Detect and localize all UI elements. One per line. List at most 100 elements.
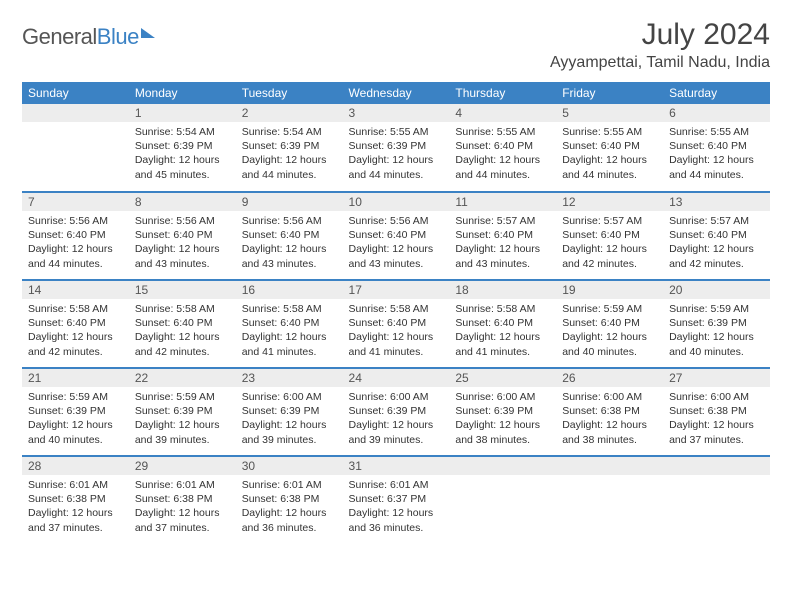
day-details: Sunrise: 5:57 AMSunset: 6:40 PMDaylight:… <box>449 211 556 275</box>
sunset-text: Sunset: 6:40 PM <box>562 228 657 242</box>
day-details: Sunrise: 5:54 AMSunset: 6:39 PMDaylight:… <box>236 122 343 186</box>
sunset-text: Sunset: 6:40 PM <box>349 316 444 330</box>
day-number <box>663 457 770 475</box>
daylight-text: Daylight: 12 hours and 38 minutes. <box>562 418 657 446</box>
day-details: Sunrise: 6:00 AMSunset: 6:38 PMDaylight:… <box>663 387 770 451</box>
calendar-cell: 27Sunrise: 6:00 AMSunset: 6:38 PMDayligh… <box>663 368 770 456</box>
calendar-cell <box>22 104 129 192</box>
daylight-text: Daylight: 12 hours and 43 minutes. <box>349 242 444 270</box>
title-block: July 2024 Ayyampettai, Tamil Nadu, India <box>550 18 770 72</box>
day-details: Sunrise: 5:55 AMSunset: 6:40 PMDaylight:… <box>556 122 663 186</box>
day-details: Sunrise: 5:56 AMSunset: 6:40 PMDaylight:… <box>129 211 236 275</box>
calendar-week-row: 21Sunrise: 5:59 AMSunset: 6:39 PMDayligh… <box>22 368 770 456</box>
sunset-text: Sunset: 6:40 PM <box>135 316 230 330</box>
sunrise-text: Sunrise: 5:58 AM <box>455 302 550 316</box>
calendar-cell: 1Sunrise: 5:54 AMSunset: 6:39 PMDaylight… <box>129 104 236 192</box>
calendar-cell: 2Sunrise: 5:54 AMSunset: 6:39 PMDaylight… <box>236 104 343 192</box>
sunset-text: Sunset: 6:40 PM <box>669 139 764 153</box>
day-details: Sunrise: 5:58 AMSunset: 6:40 PMDaylight:… <box>343 299 450 363</box>
day-number: 9 <box>236 193 343 211</box>
day-details: Sunrise: 5:56 AMSunset: 6:40 PMDaylight:… <box>343 211 450 275</box>
header: GeneralBlue July 2024 Ayyampettai, Tamil… <box>22 18 770 72</box>
sunset-text: Sunset: 6:38 PM <box>242 492 337 506</box>
daylight-text: Daylight: 12 hours and 36 minutes. <box>349 506 444 534</box>
calendar-table: Sunday Monday Tuesday Wednesday Thursday… <box>22 82 770 544</box>
day-of-week-row: Sunday Monday Tuesday Wednesday Thursday… <box>22 82 770 104</box>
day-details: Sunrise: 5:56 AMSunset: 6:40 PMDaylight:… <box>236 211 343 275</box>
day-details: Sunrise: 6:00 AMSunset: 6:39 PMDaylight:… <box>236 387 343 451</box>
calendar-cell: 5Sunrise: 5:55 AMSunset: 6:40 PMDaylight… <box>556 104 663 192</box>
daylight-text: Daylight: 12 hours and 37 minutes. <box>28 506 123 534</box>
sunrise-text: Sunrise: 6:01 AM <box>349 478 444 492</box>
daylight-text: Daylight: 12 hours and 43 minutes. <box>135 242 230 270</box>
sunrise-text: Sunrise: 5:58 AM <box>135 302 230 316</box>
day-details: Sunrise: 5:58 AMSunset: 6:40 PMDaylight:… <box>22 299 129 363</box>
day-details: Sunrise: 6:01 AMSunset: 6:38 PMDaylight:… <box>129 475 236 539</box>
calendar-cell: 20Sunrise: 5:59 AMSunset: 6:39 PMDayligh… <box>663 280 770 368</box>
logo: GeneralBlue <box>22 24 155 50</box>
day-number: 21 <box>22 369 129 387</box>
calendar-cell <box>449 456 556 544</box>
calendar-week-row: 1Sunrise: 5:54 AMSunset: 6:39 PMDaylight… <box>22 104 770 192</box>
day-number: 12 <box>556 193 663 211</box>
sunrise-text: Sunrise: 5:55 AM <box>349 125 444 139</box>
triangle-icon <box>141 28 155 38</box>
day-number: 14 <box>22 281 129 299</box>
dow-saturday: Saturday <box>663 82 770 104</box>
location-label: Ayyampettai, Tamil Nadu, India <box>550 54 770 72</box>
sunrise-text: Sunrise: 6:00 AM <box>562 390 657 404</box>
dow-wednesday: Wednesday <box>343 82 450 104</box>
sunset-text: Sunset: 6:39 PM <box>349 404 444 418</box>
sunset-text: Sunset: 6:39 PM <box>28 404 123 418</box>
day-details: Sunrise: 6:01 AMSunset: 6:37 PMDaylight:… <box>343 475 450 539</box>
day-number: 16 <box>236 281 343 299</box>
daylight-text: Daylight: 12 hours and 42 minutes. <box>28 330 123 358</box>
day-number: 6 <box>663 104 770 122</box>
daylight-text: Daylight: 12 hours and 42 minutes. <box>669 242 764 270</box>
daylight-text: Daylight: 12 hours and 37 minutes. <box>669 418 764 446</box>
daylight-text: Daylight: 12 hours and 44 minutes. <box>242 153 337 181</box>
calendar-cell <box>663 456 770 544</box>
daylight-text: Daylight: 12 hours and 39 minutes. <box>242 418 337 446</box>
day-number: 2 <box>236 104 343 122</box>
day-number: 26 <box>556 369 663 387</box>
day-details: Sunrise: 5:59 AMSunset: 6:39 PMDaylight:… <box>663 299 770 363</box>
day-number: 23 <box>236 369 343 387</box>
sunset-text: Sunset: 6:39 PM <box>242 139 337 153</box>
daylight-text: Daylight: 12 hours and 39 minutes. <box>349 418 444 446</box>
sunrise-text: Sunrise: 5:59 AM <box>135 390 230 404</box>
sunset-text: Sunset: 6:40 PM <box>349 228 444 242</box>
calendar-cell: 15Sunrise: 5:58 AMSunset: 6:40 PMDayligh… <box>129 280 236 368</box>
sunrise-text: Sunrise: 5:58 AM <box>28 302 123 316</box>
daylight-text: Daylight: 12 hours and 41 minutes. <box>455 330 550 358</box>
calendar-cell: 7Sunrise: 5:56 AMSunset: 6:40 PMDaylight… <box>22 192 129 280</box>
daylight-text: Daylight: 12 hours and 41 minutes. <box>242 330 337 358</box>
sunset-text: Sunset: 6:39 PM <box>349 139 444 153</box>
daylight-text: Daylight: 12 hours and 43 minutes. <box>242 242 337 270</box>
calendar-cell: 31Sunrise: 6:01 AMSunset: 6:37 PMDayligh… <box>343 456 450 544</box>
daylight-text: Daylight: 12 hours and 40 minutes. <box>669 330 764 358</box>
daylight-text: Daylight: 12 hours and 40 minutes. <box>28 418 123 446</box>
sunset-text: Sunset: 6:39 PM <box>135 404 230 418</box>
sunset-text: Sunset: 6:40 PM <box>455 316 550 330</box>
sunset-text: Sunset: 6:37 PM <box>349 492 444 506</box>
calendar-week-row: 14Sunrise: 5:58 AMSunset: 6:40 PMDayligh… <box>22 280 770 368</box>
sunset-text: Sunset: 6:40 PM <box>455 228 550 242</box>
day-number: 4 <box>449 104 556 122</box>
calendar-cell: 3Sunrise: 5:55 AMSunset: 6:39 PMDaylight… <box>343 104 450 192</box>
sunrise-text: Sunrise: 6:00 AM <box>242 390 337 404</box>
daylight-text: Daylight: 12 hours and 36 minutes. <box>242 506 337 534</box>
calendar-week-row: 7Sunrise: 5:56 AMSunset: 6:40 PMDaylight… <box>22 192 770 280</box>
sunrise-text: Sunrise: 5:56 AM <box>242 214 337 228</box>
day-details: Sunrise: 6:01 AMSunset: 6:38 PMDaylight:… <box>22 475 129 539</box>
logo-part-1: General <box>22 24 97 49</box>
day-number: 11 <box>449 193 556 211</box>
daylight-text: Daylight: 12 hours and 44 minutes. <box>28 242 123 270</box>
sunset-text: Sunset: 6:38 PM <box>28 492 123 506</box>
sunrise-text: Sunrise: 6:00 AM <box>669 390 764 404</box>
sunset-text: Sunset: 6:40 PM <box>28 228 123 242</box>
sunset-text: Sunset: 6:38 PM <box>562 404 657 418</box>
dow-sunday: Sunday <box>22 82 129 104</box>
daylight-text: Daylight: 12 hours and 39 minutes. <box>135 418 230 446</box>
sunrise-text: Sunrise: 5:55 AM <box>455 125 550 139</box>
